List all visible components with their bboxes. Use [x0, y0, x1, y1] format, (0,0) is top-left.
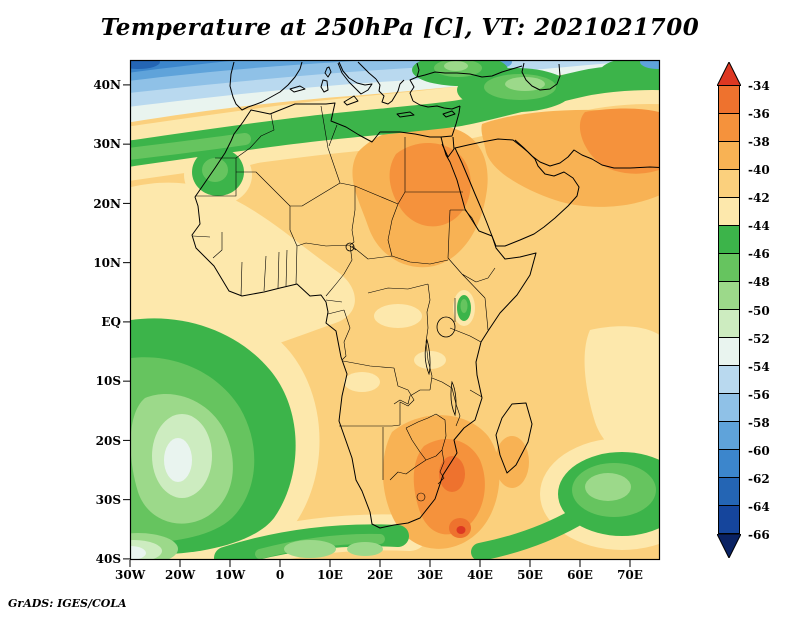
iran-makran-coast [514, 139, 660, 169]
colorbar-cell [718, 281, 740, 310]
lat-tick-label: 20S [95, 433, 121, 448]
colorbar-cell [718, 337, 740, 366]
sardinia-coast [320, 79, 329, 93]
cyprus-coast [442, 110, 456, 118]
lon-tick-label: 30E [417, 568, 443, 582]
lon-tick-label: 20W [165, 568, 196, 582]
colorbar-cell [718, 197, 740, 226]
lat-tick-label: 30N [93, 137, 121, 152]
lon-tick-label: 60E [567, 568, 593, 582]
colorbar-tick-label: -56 [748, 387, 770, 402]
lat-tick-label: 20N [93, 196, 121, 211]
corsica-coast [324, 66, 332, 78]
coastlines [191, 61, 660, 529]
colorbar-cell [718, 225, 740, 254]
colorbar-bottom-arrow-icon [717, 534, 741, 558]
balearics-coast [289, 85, 306, 93]
colorbar-tick-label: -64 [748, 499, 770, 514]
lon-tick-label: 0 [275, 568, 285, 582]
arabia-coastline [454, 138, 580, 247]
colorbar-cell [718, 477, 740, 506]
colorbar-cell [718, 113, 740, 142]
colorbar-tick-label: -52 [748, 331, 770, 346]
lake-chad [345, 242, 355, 252]
colorbar-cell [718, 393, 740, 422]
lat-tick-label: EQ [101, 315, 121, 329]
lat-tick-label: 30S [95, 492, 121, 507]
colorbar-tick-label: -42 [748, 191, 770, 206]
lon-tick-label: 10W [215, 568, 246, 582]
colorbar-tick-label: -58 [748, 415, 770, 430]
madagascar-coastline [495, 402, 533, 474]
italy-coast [337, 61, 373, 95]
temperature-fill-layer [130, 60, 660, 560]
caspian-coast [521, 62, 561, 91]
lon-tick-label: 10E [317, 568, 343, 582]
colorbar [717, 62, 741, 558]
lon-tick-label: 20E [367, 568, 393, 582]
lat-tick-label: 40S [95, 552, 121, 566]
colorbar-tick-label: -60 [748, 443, 770, 458]
lat-tick-label: 10N [93, 255, 121, 270]
colorbar-cell [718, 421, 740, 450]
colorbar-tick-label: -46 [748, 247, 770, 262]
lakes [345, 242, 457, 417]
levant-coast [440, 105, 461, 138]
colorbar-tick-label: -50 [748, 303, 770, 318]
lon-tick-label: 40E [467, 568, 493, 582]
colorbar-cell [718, 449, 740, 478]
lon-tick-label: 70E [617, 568, 643, 582]
colorbar-tick-label: -62 [748, 471, 770, 486]
colorbar-cells [718, 85, 740, 534]
lon-axis-labels: 30W 20W 10W 0 10E 20E 30E 40E 50E 60E 70E [115, 568, 645, 582]
colorbar-cell [718, 85, 740, 114]
crete-coast [396, 111, 415, 118]
colorbar-cell [718, 505, 740, 534]
iberia-coast [229, 61, 303, 111]
colorbar-cell [718, 309, 740, 338]
turkey-south-coast [412, 100, 461, 110]
colorbar-tick-label: -48 [748, 275, 770, 290]
colorbar-tick-label: -38 [748, 135, 770, 150]
colorbar-tick-label: -40 [748, 163, 770, 178]
adriatic-coast [357, 61, 377, 80]
lon-tick-label: 30W [115, 568, 146, 582]
colorbar-tick-label: -66 [748, 528, 770, 542]
temperature-map [123, 59, 661, 567]
sicily-coast [343, 95, 359, 106]
plot-frame [129, 59, 661, 561]
colorbar-cell [718, 169, 740, 198]
colorbar-cell [718, 141, 740, 170]
grads-attribution: GrADS: IGES/COLA [8, 597, 127, 610]
sinai-coast [441, 136, 455, 158]
colorbar-tick-label: -44 [748, 219, 770, 234]
lake-tanganyika [424, 338, 431, 376]
turkey-north-coast [409, 65, 523, 102]
colorbar-tick-label: -36 [748, 107, 770, 122]
colorbar-labels: -34 -36 -38 -40 -42 -44 -46 -48 -50 -52 -54 -56 -58 -… [748, 79, 788, 542]
blacksea-west-coast [416, 62, 420, 78]
colorbar-cell [718, 365, 740, 394]
country-borders [192, 105, 496, 502]
lon-tick-label: 50E [517, 568, 543, 582]
lat-axis-labels: 40N 30N 20N 10N EQ 10S 20S 30S 40S [85, 78, 127, 566]
axis-ticks [123, 84, 631, 567]
chart-title: Temperature at 250hPa [C], VT: 202102170… [100, 14, 700, 41]
colorbar-cell [718, 253, 740, 282]
colorbar-top-arrow-icon [717, 62, 741, 86]
colorbar-tick-label: -54 [748, 359, 770, 374]
greece-coast [375, 78, 405, 105]
africa-coastline [191, 102, 537, 529]
lat-tick-label: 40N [93, 78, 121, 92]
colorbar-tick-label: -34 [748, 79, 770, 93]
lat-tick-label: 10S [95, 374, 121, 389]
lake-victoria [436, 316, 456, 338]
lake-malawi [450, 380, 457, 417]
